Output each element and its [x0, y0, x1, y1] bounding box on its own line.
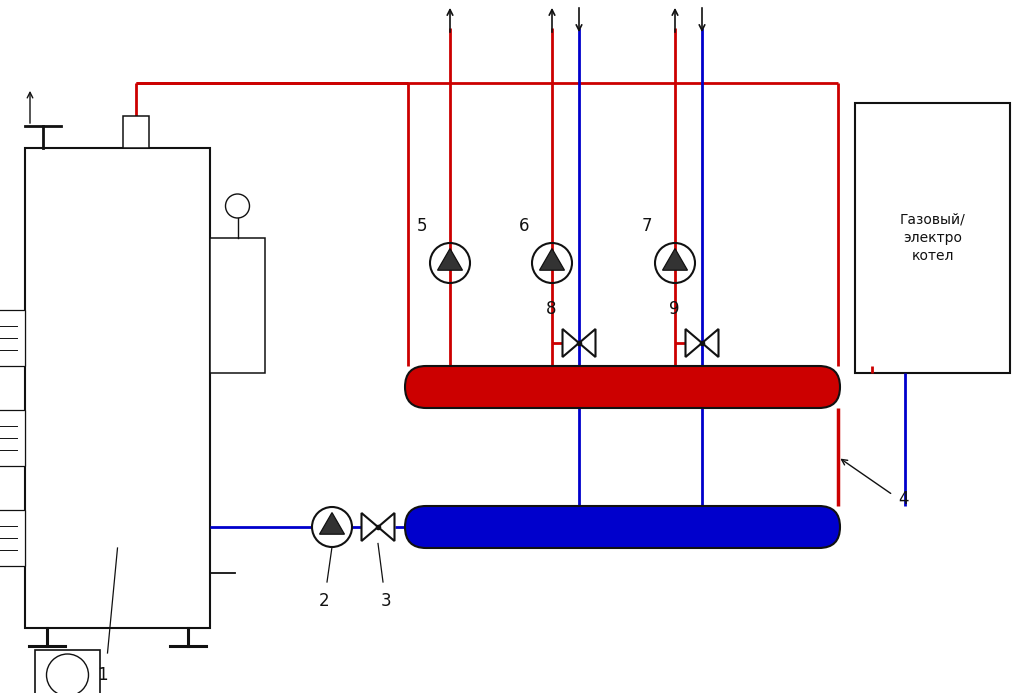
- Text: 2: 2: [318, 592, 330, 610]
- FancyBboxPatch shape: [25, 148, 210, 628]
- FancyBboxPatch shape: [123, 116, 150, 148]
- FancyBboxPatch shape: [0, 510, 25, 566]
- Polygon shape: [702, 329, 719, 357]
- FancyBboxPatch shape: [406, 506, 840, 548]
- Polygon shape: [562, 329, 579, 357]
- Text: 1: 1: [97, 666, 108, 684]
- Text: 5: 5: [417, 217, 427, 235]
- Polygon shape: [685, 329, 702, 357]
- Polygon shape: [540, 249, 564, 270]
- Polygon shape: [378, 513, 394, 541]
- Text: 7: 7: [642, 217, 652, 235]
- Text: Газовый/
электро
котел: Газовый/ электро котел: [900, 213, 966, 263]
- FancyBboxPatch shape: [0, 310, 25, 366]
- FancyBboxPatch shape: [0, 410, 25, 466]
- FancyBboxPatch shape: [855, 103, 1010, 373]
- Polygon shape: [437, 249, 463, 270]
- FancyBboxPatch shape: [210, 238, 265, 373]
- Polygon shape: [319, 513, 344, 534]
- Text: 8: 8: [546, 300, 556, 318]
- FancyBboxPatch shape: [406, 366, 840, 408]
- Polygon shape: [579, 329, 596, 357]
- Text: 4: 4: [898, 490, 908, 508]
- Polygon shape: [361, 513, 378, 541]
- Text: 3: 3: [381, 592, 391, 610]
- FancyBboxPatch shape: [35, 650, 100, 693]
- Text: 6: 6: [519, 217, 529, 235]
- Polygon shape: [663, 249, 687, 270]
- Text: 9: 9: [669, 300, 679, 318]
